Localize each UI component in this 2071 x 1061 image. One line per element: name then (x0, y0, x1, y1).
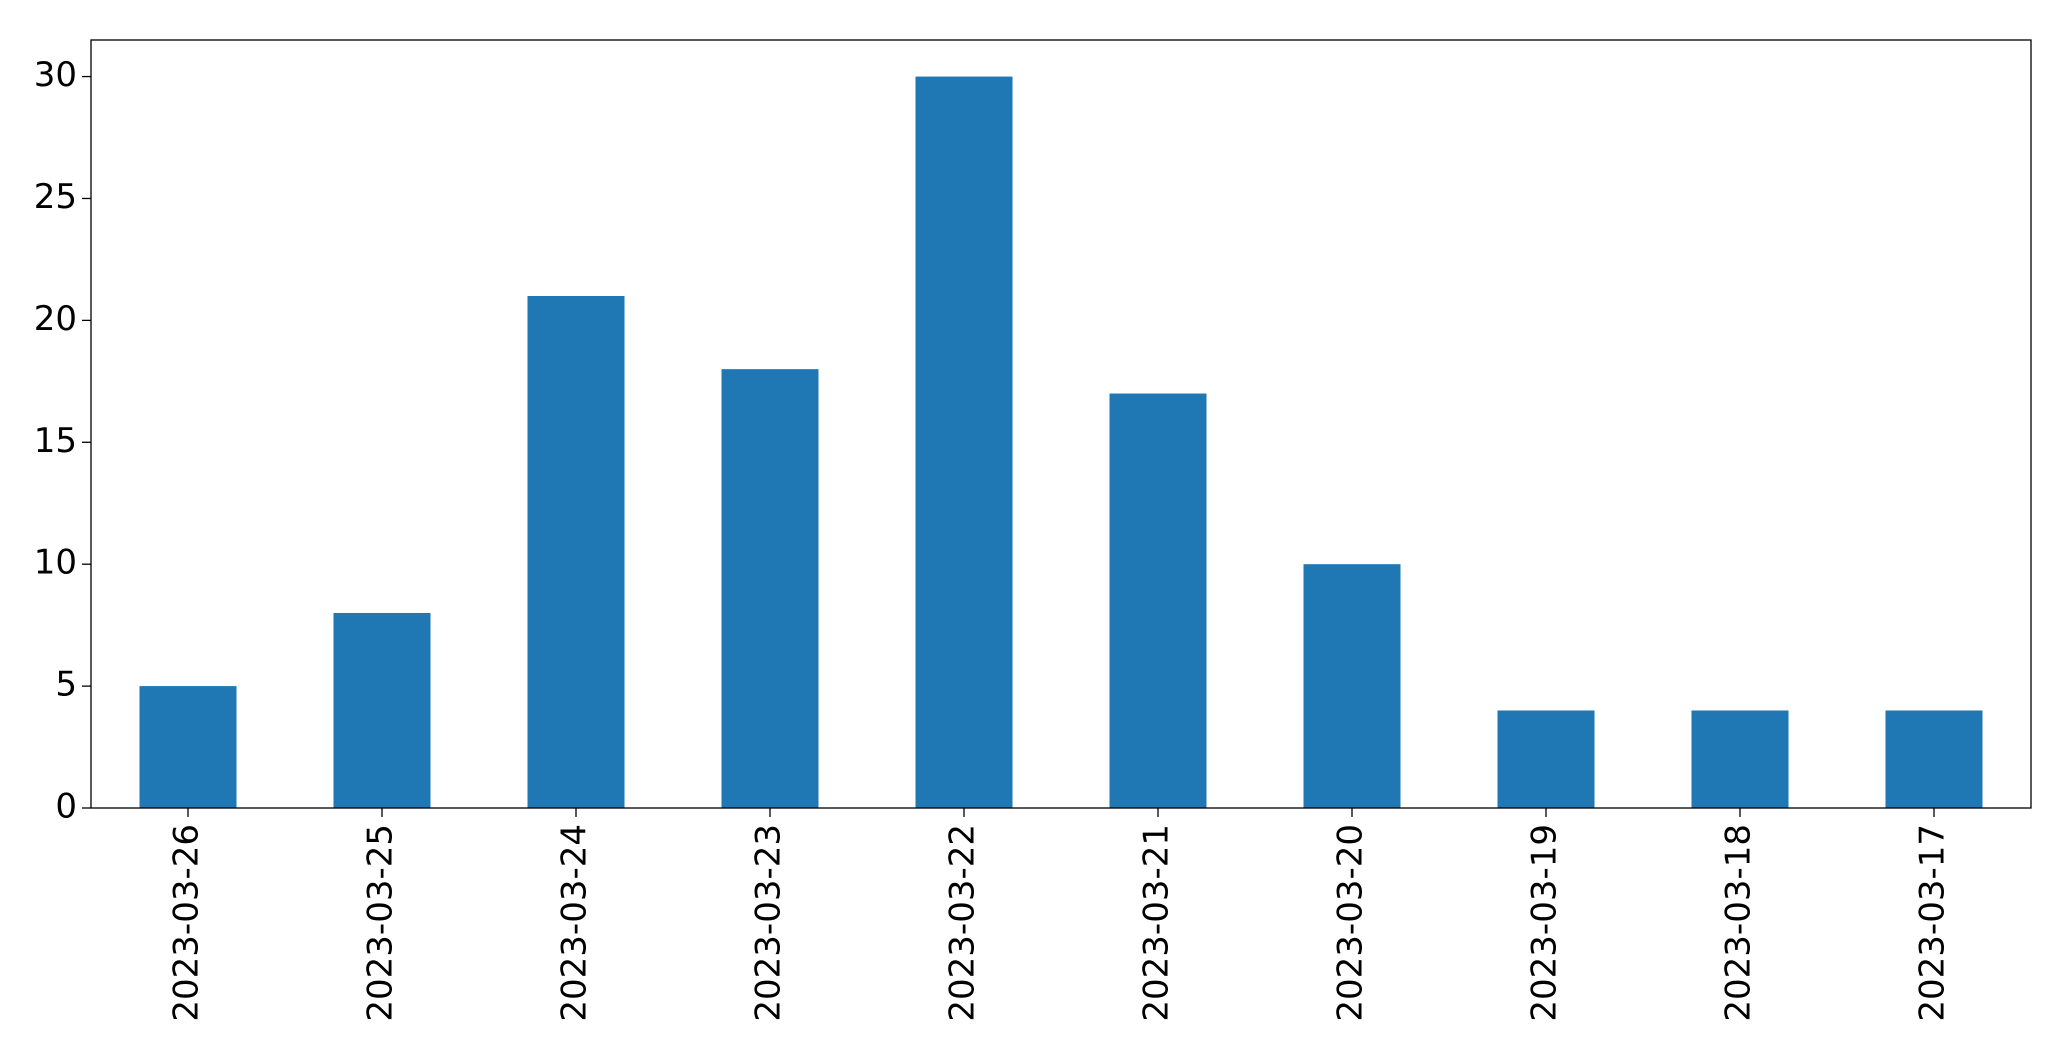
y-tick-label: 30 (34, 55, 77, 95)
bar (1885, 710, 1983, 808)
x-tick-label: 2023-03-25 (361, 824, 401, 1022)
bar (1691, 710, 1789, 808)
bar (721, 369, 819, 808)
x-tick-label: 2023-03-24 (555, 824, 595, 1022)
y-tick-label: 10 (34, 543, 77, 583)
y-tick-label: 0 (55, 787, 77, 827)
bar (915, 76, 1013, 809)
x-tick-label: 2023-03-21 (1137, 824, 1177, 1022)
x-tick-label: 2023-03-23 (749, 824, 789, 1022)
bar (333, 612, 431, 808)
x-tick-label: 2023-03-17 (1913, 824, 1953, 1022)
x-tick-label: 2023-03-19 (1525, 824, 1565, 1022)
x-tick-label: 2023-03-22 (943, 824, 983, 1022)
x-tick-label: 2023-03-26 (167, 824, 207, 1022)
bar (139, 686, 237, 808)
plot-frame (90, 39, 2032, 809)
bar (1497, 710, 1595, 808)
y-tick-label: 5 (55, 665, 77, 705)
x-tick-label: 2023-03-18 (1719, 824, 1759, 1022)
y-tick-label: 15 (34, 421, 77, 461)
x-tick-label: 2023-03-20 (1331, 824, 1371, 1022)
bar (1303, 564, 1401, 808)
bar (527, 296, 625, 808)
bar (1109, 393, 1207, 808)
y-tick-label: 25 (34, 177, 77, 217)
y-tick-label: 20 (34, 299, 77, 339)
